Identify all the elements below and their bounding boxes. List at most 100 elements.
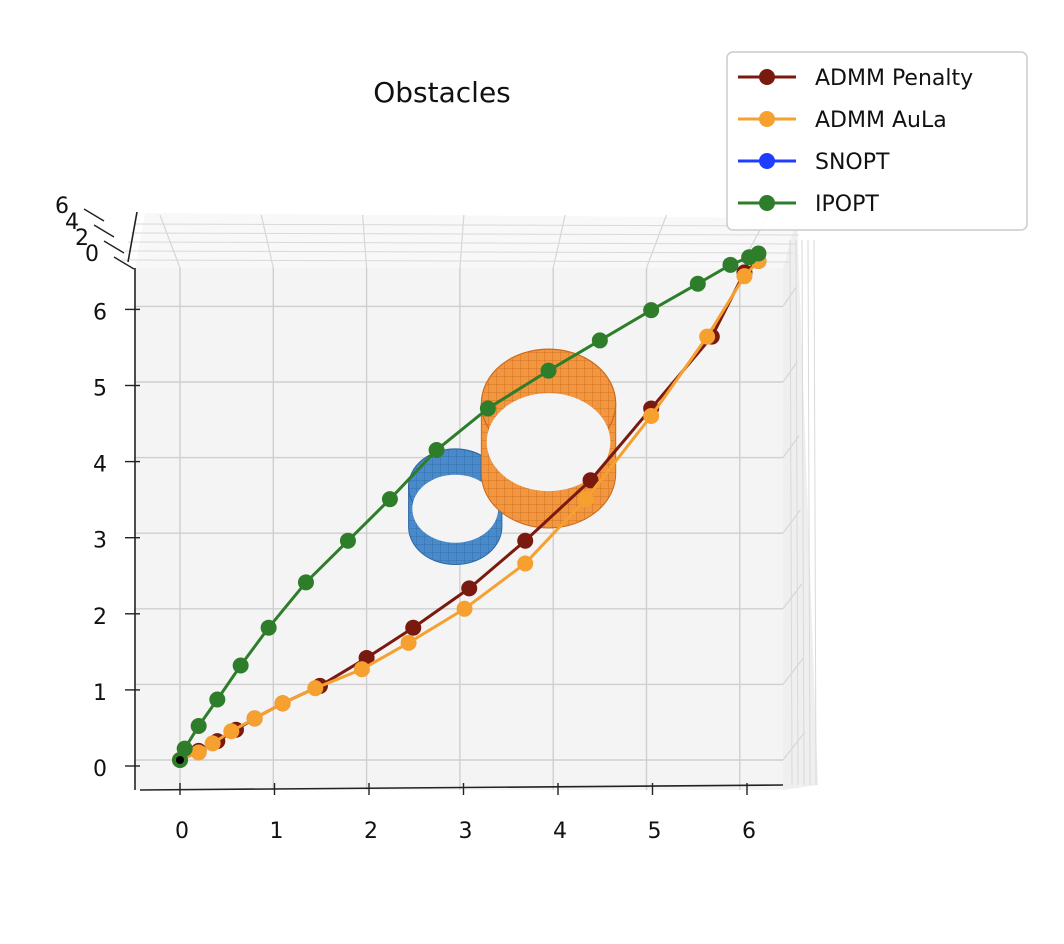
y-grid-line-side <box>782 731 806 761</box>
obstacle-hollow <box>486 393 611 492</box>
y-axis: 0 1 2 3 4 5 6 <box>93 300 140 782</box>
series-group <box>172 245 767 768</box>
series-point <box>400 634 417 651</box>
y-grid-line-side <box>782 583 803 610</box>
legend-label: ADMM AuLa <box>815 108 947 133</box>
series-point <box>699 328 716 345</box>
z-tick-label: 4 <box>65 210 79 235</box>
y-tick-label: 3 <box>93 529 107 554</box>
series-point <box>540 362 557 379</box>
x-tick-label: 5 <box>648 819 662 844</box>
z-grid-line-side <box>813 239 817 786</box>
x-tick-label: 4 <box>553 819 567 844</box>
series-point <box>591 332 608 349</box>
z-grid-line-top <box>130 232 800 236</box>
pane-side-face <box>783 218 818 790</box>
series-point <box>223 723 240 740</box>
series-point <box>260 619 277 636</box>
series-point <box>582 472 599 489</box>
series-point <box>750 245 767 262</box>
series-point <box>643 302 660 319</box>
x-grid-line-back <box>459 214 465 269</box>
z-grid-line-top <box>124 250 794 254</box>
x-tick-label: 1 <box>270 819 284 844</box>
series-point <box>736 268 753 285</box>
y-tick-label: 2 <box>93 605 107 630</box>
series-point <box>190 744 207 761</box>
z-tick <box>83 208 105 222</box>
x-tick-label: 0 <box>175 819 189 844</box>
y-tick-label: 5 <box>93 377 107 402</box>
series-point <box>381 491 398 508</box>
legend-swatch-marker <box>759 111 775 127</box>
obstacle-small <box>407 448 503 566</box>
y-grid-line-side <box>782 287 797 307</box>
z-tick-label: 0 <box>85 242 99 267</box>
x-tick-label: 3 <box>459 819 473 844</box>
series-point <box>190 717 207 734</box>
series-point <box>204 735 221 752</box>
z-tick <box>93 224 115 238</box>
z-axis-line <box>127 211 138 263</box>
legend-label: ADMM Penalty <box>815 66 973 91</box>
series-point <box>517 532 534 549</box>
z-tick-label: 6 <box>55 194 69 219</box>
legend-swatch-marker <box>759 69 775 85</box>
series-point <box>456 600 473 617</box>
x-tick-label: 2 <box>364 819 378 844</box>
start-point-marker <box>176 756 184 764</box>
y-tick-label: 0 <box>93 757 107 782</box>
x-tick-label: 6 <box>742 819 756 844</box>
legend-label: SNOPT <box>815 150 890 175</box>
legend-swatch-marker <box>759 153 775 169</box>
series-point <box>577 491 594 508</box>
series-point <box>428 442 445 459</box>
x-axis-line <box>139 784 784 791</box>
z-tick <box>103 240 125 254</box>
legend-box <box>726 51 1028 231</box>
pane-top-face <box>135 213 797 268</box>
legend-label: IPOPT <box>815 192 879 217</box>
z-grid-line-top <box>133 223 803 227</box>
series-point <box>176 740 193 757</box>
z-grid-line-top <box>121 259 791 263</box>
x-axis: 0 1 2 3 4 5 6 <box>175 783 756 844</box>
series-point <box>689 275 706 292</box>
z-grid-line-side <box>801 239 805 786</box>
y-tick-label: 1 <box>93 681 107 706</box>
series-point <box>405 619 422 636</box>
y-tick-label: 6 <box>93 300 107 325</box>
y-grid-line-side <box>782 509 801 534</box>
x-grid-line-back <box>645 214 668 269</box>
legend: ADMM Penalty ADMM AuLa SNOPT IPOPT <box>726 51 1028 231</box>
series-point <box>461 580 478 597</box>
z-grid-line-side <box>807 239 811 786</box>
series-point <box>307 680 324 697</box>
series-ipopt <box>172 245 767 768</box>
x-grid-line-back <box>260 214 274 269</box>
legend-swatch-marker <box>759 195 775 211</box>
series-point <box>479 400 496 417</box>
z-grid-line-side <box>789 239 793 786</box>
series-point <box>722 256 739 273</box>
x-grid-line-back <box>552 214 566 269</box>
obstacle-hollow <box>412 474 499 543</box>
z-grid-line-side <box>795 239 799 786</box>
z-grid-line-top <box>127 241 797 245</box>
series-point <box>353 661 370 678</box>
series-point <box>297 574 314 591</box>
y-tick-label: 4 <box>93 453 107 478</box>
series-point <box>232 657 249 674</box>
series-line <box>179 260 760 762</box>
series-point <box>209 691 226 708</box>
z-tick <box>113 256 135 270</box>
series-point <box>339 532 356 549</box>
x-grid-line-back <box>362 214 368 269</box>
series-point <box>517 555 534 572</box>
z-tick-label: 2 <box>75 226 89 251</box>
series-point <box>643 408 660 425</box>
series-point <box>274 695 291 712</box>
y-grid-line-side <box>782 657 804 685</box>
